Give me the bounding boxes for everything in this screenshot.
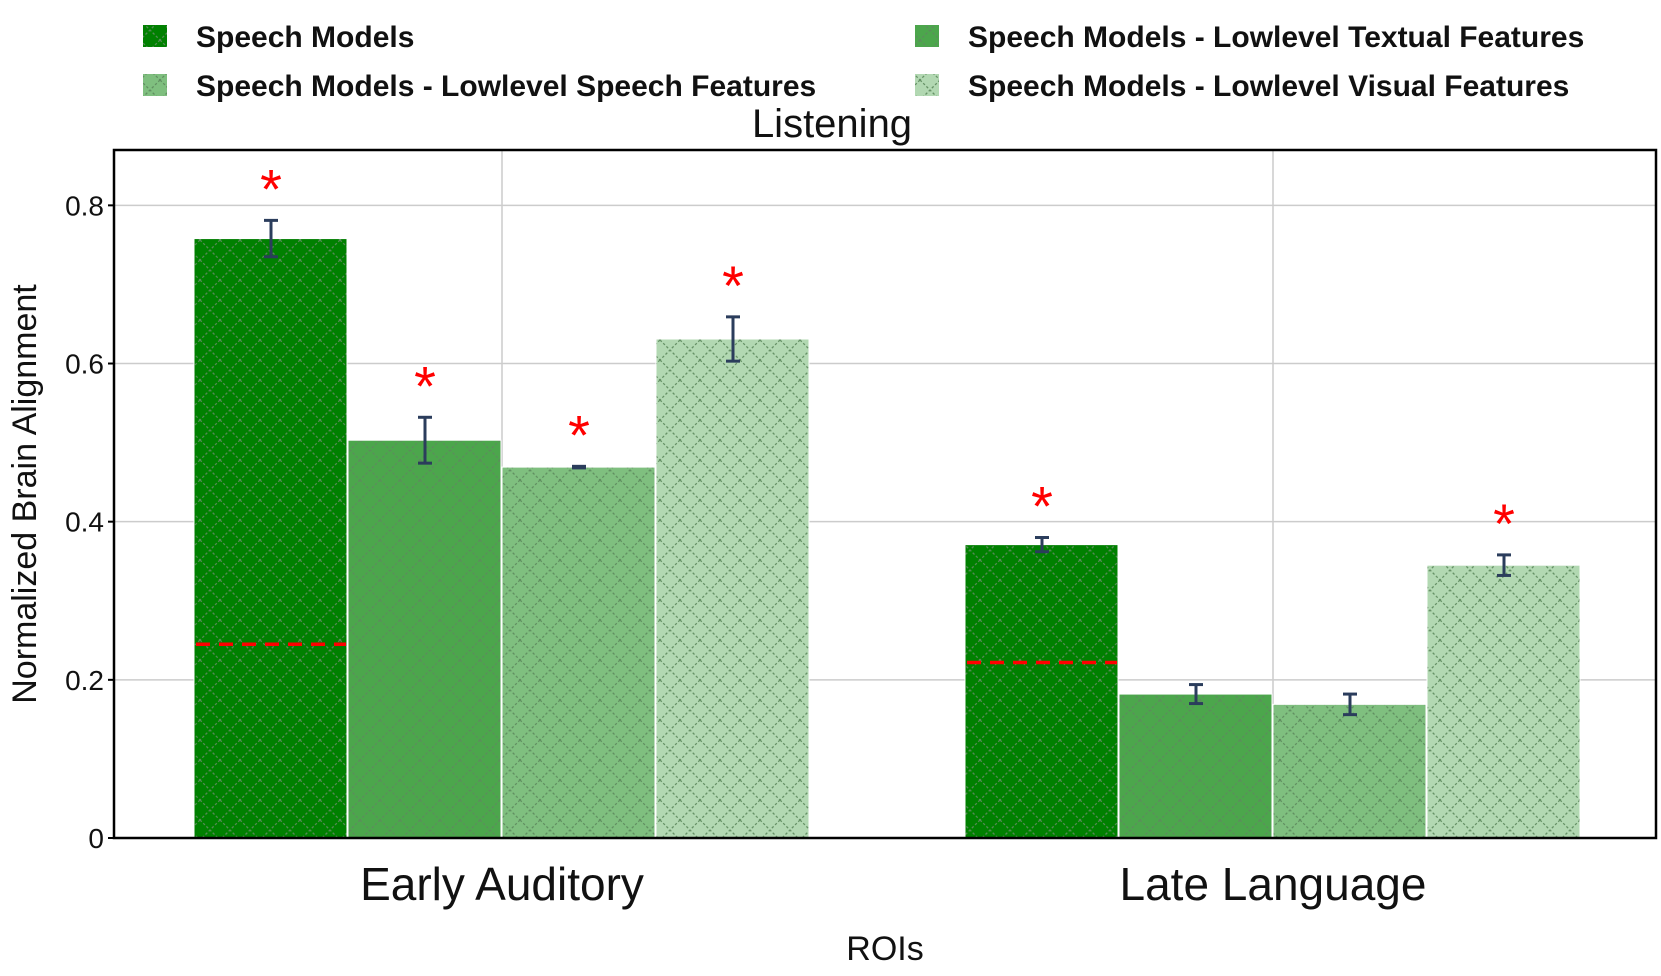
- legend-entry: Speech Models: [143, 21, 414, 54]
- legend-swatch: [915, 25, 939, 47]
- axes-frame: [112, 148, 1658, 840]
- error-bar: [1343, 692, 1357, 717]
- bar-late-language-series-1: [964, 544, 1119, 839]
- x-category-label: Late Language: [1120, 858, 1427, 910]
- legend-label: Speech Models - Lowlevel Visual Features: [968, 70, 1569, 103]
- significance-star: *: [1493, 492, 1515, 555]
- legend-entry: Speech Models - Lowlevel Speech Features: [143, 70, 816, 103]
- error-bar: [1035, 535, 1049, 554]
- error-bars: [264, 218, 1511, 717]
- bar-early-auditory-series-4: [655, 338, 810, 839]
- error-bar: [418, 415, 432, 465]
- y-tick-label: 0.4: [65, 507, 104, 538]
- legend-swatch: [143, 74, 167, 96]
- baselines: [196, 642, 1117, 665]
- chart-title: Listening: [752, 102, 912, 146]
- bar-early-auditory-series-2: [347, 439, 502, 839]
- bar-early-auditory-series-3: [501, 466, 656, 839]
- bar-late-language-series-4: [1426, 564, 1581, 839]
- error-bar: [572, 464, 586, 470]
- bars: [193, 238, 1581, 839]
- x-axis-categories: Early Auditory Late Language: [360, 858, 1426, 910]
- legend-entry: Speech Models - Lowlevel Visual Features: [915, 70, 1569, 103]
- y-axis-ticks: 0 0.2 0.4 0.6 0.8: [65, 190, 114, 854]
- significance-star: *: [1031, 474, 1053, 537]
- bar-late-language-series-3: [1272, 703, 1427, 839]
- y-axis-label: Normalized Brain Alignment: [6, 284, 44, 704]
- error-bar: [1497, 553, 1511, 577]
- error-bar: [1189, 683, 1203, 706]
- significance-star: *: [260, 157, 282, 220]
- legend-label: Speech Models - Lowlevel Speech Features: [196, 70, 816, 103]
- error-bar: [726, 315, 740, 363]
- bar-late-language-series-2: [1118, 693, 1273, 839]
- legend: Speech Models Speech Models - Lowlevel Te…: [143, 21, 1584, 103]
- significance-markers: * * * * * *: [260, 157, 1515, 555]
- y-tick-label: 0.6: [65, 349, 104, 380]
- significance-star: *: [722, 254, 744, 317]
- x-axis-label: ROIs: [846, 930, 923, 968]
- y-tick-label: 0.8: [65, 190, 104, 221]
- legend-label: Speech Models - Lowlevel Textual Feature…: [968, 21, 1584, 54]
- legend-swatch: [143, 25, 167, 47]
- plot-frame: [112, 148, 1658, 840]
- x-category-label: Early Auditory: [360, 858, 644, 910]
- legend-label: Speech Models: [196, 21, 414, 54]
- legend-swatch: [915, 74, 939, 96]
- y-tick-label: 0: [88, 823, 104, 854]
- significance-star: *: [568, 403, 590, 466]
- error-bar: [264, 218, 278, 259]
- legend-entry: Speech Models - Lowlevel Textual Feature…: [915, 21, 1584, 54]
- y-tick-label: 0.2: [65, 665, 104, 696]
- significance-star: *: [414, 354, 436, 417]
- bar-early-auditory-series-1: [193, 238, 348, 839]
